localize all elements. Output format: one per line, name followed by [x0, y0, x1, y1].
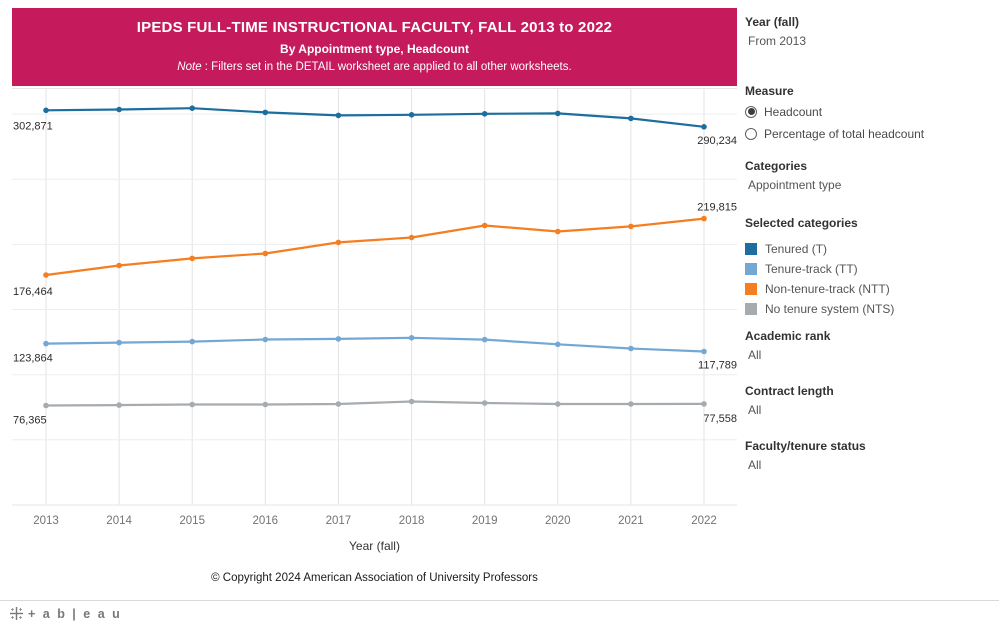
contract-length-value: All	[748, 403, 762, 417]
categories-heading: Categories	[745, 159, 808, 173]
tableau-toolbar: + a b | e a u	[0, 600, 999, 626]
legend-item-no-tenure-system[interactable]: No tenure system (NTS)	[745, 299, 993, 319]
svg-text:77,558: 77,558	[703, 413, 737, 425]
svg-text:2018: 2018	[399, 515, 425, 527]
svg-text:2015: 2015	[179, 515, 205, 527]
page-title: IPEDS FULL-TIME INSTRUCTIONAL FACULTY, F…	[136, 19, 613, 36]
svg-text:2020: 2020	[545, 515, 571, 527]
legend-label: Tenured (T)	[765, 242, 828, 256]
svg-text:2016: 2016	[253, 515, 279, 527]
legend-label: Non-tenure-track (NTT)	[765, 282, 890, 296]
tableau-mark-icon	[10, 607, 23, 620]
measure-option-label: Headcount	[764, 104, 823, 119]
measure-option-label: Percentage of total headcount	[764, 126, 925, 141]
radio-unselected-icon[interactable]	[745, 127, 757, 140]
x-axis-title: Year (fall)	[349, 539, 400, 553]
chart-area: 302,871 290,234 219,815 176,464 123,864 117,7…	[12, 88, 737, 534]
categories-value: Appointment type	[748, 178, 842, 192]
faculty-tenure-status-heading: Faculty/tenure status	[745, 439, 866, 453]
faculty-trend-line-chart[interactable]: 302,871 290,234 219,815 176,464 123,864 117,7…	[12, 88, 737, 534]
svg-text:2014: 2014	[106, 515, 132, 527]
selected-categories-section: Selected categories Tenured (T) Tenure-t…	[745, 215, 993, 319]
legend-item-tenured[interactable]: Tenured (T)	[745, 239, 993, 259]
year-filter-value: From 2013	[748, 34, 807, 48]
svg-text:176,464: 176,464	[13, 286, 53, 298]
legend-label: Tenure-track (TT)	[765, 262, 858, 276]
year-filter-section: Year (fall) From 2013	[745, 14, 993, 49]
svg-text:2022: 2022	[691, 515, 717, 527]
svg-text:76,365: 76,365	[13, 415, 47, 427]
tenure-track-color-swatch	[745, 263, 757, 275]
academic-rank-section: Academic rank All	[745, 328, 993, 363]
category-legend: Tenured (T) Tenure-track (TT) Non-tenure…	[745, 239, 993, 319]
filter-sidebar: Year (fall) From 2013 Measure Headcount …	[745, 14, 993, 473]
legend-label: No tenure system (NTS)	[765, 302, 895, 316]
tableau-logo[interactable]: + a b | e a u	[10, 607, 122, 621]
note-label: Note	[177, 61, 202, 73]
no-tenure-system-color-swatch	[745, 303, 757, 315]
page-subtitle: By Appointment type, Headcount	[280, 42, 469, 56]
header-banner: IPEDS FULL-TIME INSTRUCTIONAL FACULTY, F…	[12, 8, 737, 86]
faculty-tenure-status-value: All	[748, 458, 762, 472]
non-tenure-track-color-swatch	[745, 283, 757, 295]
svg-text:2017: 2017	[326, 515, 352, 527]
contract-length-section: Contract length All	[745, 383, 993, 418]
header-note: Note : Filters set in the DETAIL workshe…	[12, 61, 737, 73]
selected-categories-heading: Selected categories	[745, 216, 858, 230]
academic-rank-value: All	[748, 348, 762, 362]
tableau-logo-text: + a b | e a u	[28, 606, 122, 621]
contract-length-heading: Contract length	[745, 384, 834, 398]
copyright-text: © Copyright 2024 American Association of…	[211, 572, 538, 584]
svg-text:302,871: 302,871	[13, 120, 53, 132]
svg-text:2021: 2021	[618, 515, 644, 527]
svg-text:2019: 2019	[472, 515, 498, 527]
year-filter-heading: Year (fall)	[745, 15, 800, 29]
svg-text:117,789: 117,789	[698, 360, 737, 372]
measure-heading: Measure	[745, 84, 794, 98]
svg-text:2013: 2013	[33, 515, 59, 527]
svg-text:123,864: 123,864	[13, 353, 53, 365]
measure-section: Measure Headcount Percentage of total he…	[745, 83, 993, 143]
legend-item-non-tenure-track[interactable]: Non-tenure-track (NTT)	[745, 279, 993, 299]
categories-section: Categories Appointment type	[745, 158, 993, 193]
faculty-tenure-status-section: Faculty/tenure status All	[745, 438, 993, 473]
radio-selected-icon[interactable]	[745, 105, 757, 118]
measure-option-headcount[interactable]: Headcount	[745, 102, 993, 121]
legend-item-tenure-track[interactable]: Tenure-track (TT)	[745, 259, 993, 279]
academic-rank-heading: Academic rank	[745, 329, 831, 343]
svg-text:219,815: 219,815	[697, 202, 737, 214]
measure-option-percentage[interactable]: Percentage of total headcount	[745, 124, 993, 143]
note-text: : Filters set in the DETAIL worksheet ar…	[201, 61, 572, 73]
svg-text:290,234: 290,234	[697, 135, 737, 147]
tenured-color-swatch	[745, 243, 757, 255]
